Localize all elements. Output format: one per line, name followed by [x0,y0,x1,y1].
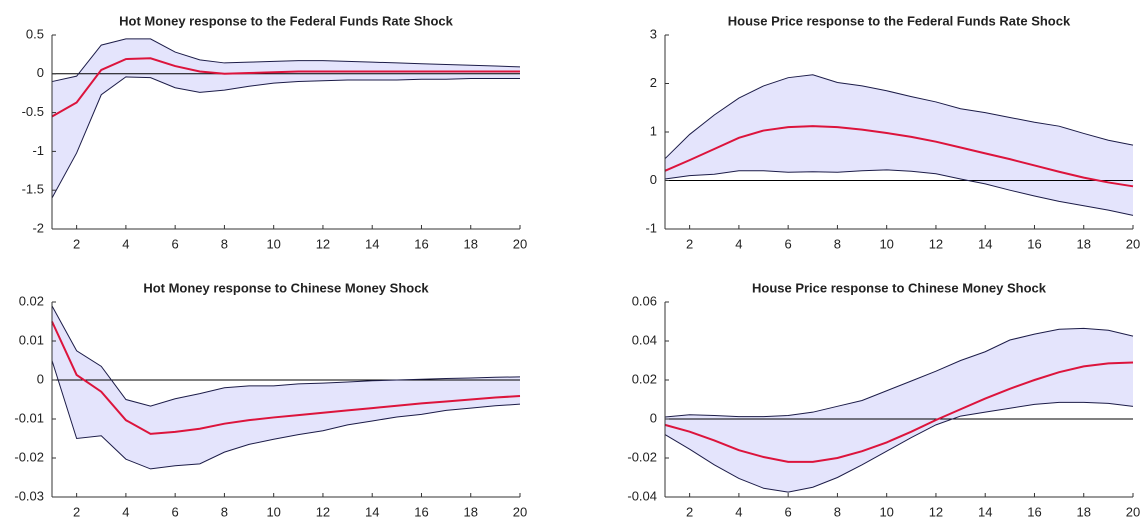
y-tick-label: 1 [650,123,657,138]
x-tick-label: 16 [414,236,428,251]
x-tick-label: 6 [172,504,179,519]
y-tick-label: 0.04 [632,332,657,347]
subplot: -0.03 -0.02 -0.01 0 0.01 0.02 2 4 6 8 10 12 14 16 18 20… [14,280,527,519]
response-line [664,361,1134,463]
x-tick-label: 12 [929,236,943,251]
x-tick-label: 18 [1077,236,1091,251]
x-tick-label: 18 [1077,504,1091,519]
x-tick-label: 8 [834,504,841,519]
y-tick-label: 0 [37,371,44,386]
chart-title: House Price response to the Federal Fund… [728,13,1071,28]
x-tick-label: 10 [266,504,280,519]
subplot: -2 -1.5 -1 -0.5 0 0.5 2 4 6 8 10 12 14 16 18 20 Hot Mone… [22,13,528,251]
x-tick-label: 2 [686,504,693,519]
band-edge [51,76,520,199]
x-tick-label: 16 [414,504,428,519]
x-tick-label: 20 [513,236,527,251]
subplot: -0.04 -0.02 0 0.02 0.04 0.06 2 4 6 8 10 12 14 16 18 20 H… [627,280,1140,519]
response-line [51,321,521,435]
x-tick-label: 14 [365,504,379,519]
y-tick-label: -1.5 [22,182,44,197]
y-tick-label: 0 [37,65,44,80]
chart-title: House Price response to Chinese Money Sh… [752,280,1047,295]
chart-title: Hot Money response to Chinese Money Shoc… [143,280,429,295]
x-tick-label: 14 [978,504,992,519]
band-edge [664,327,1134,418]
x-tick-label: 2 [73,236,80,251]
y-tick-label: -0.5 [22,104,44,119]
band-edge [664,74,1134,160]
x-tick-label: 4 [735,504,742,519]
x-tick-label: 8 [221,236,228,251]
y-tick-label: 0 [650,410,657,425]
y-tick-label: 0.02 [19,293,44,308]
y-tick-label: 0.06 [632,293,657,308]
x-tick-label: 18 [464,504,478,519]
x-tick-label: 20 [513,504,527,519]
y-tick-label: -0.02 [627,449,657,464]
x-tick-label: 2 [686,236,693,251]
y-tick-label: 0.5 [26,26,44,41]
band-edge [664,169,1134,216]
x-tick-label: 12 [316,504,330,519]
x-tick-label: 18 [464,236,478,251]
x-tick-label: 12 [929,504,943,519]
band-edge [51,305,521,407]
x-tick-label: 14 [978,236,992,251]
y-tick-label: -1 [645,220,657,235]
x-tick-label: 8 [834,236,841,251]
y-tick-label: -2 [32,220,44,235]
band-fill [665,328,1133,493]
y-tick-label: 0.01 [19,332,44,347]
chart-title: Hot Money response to the Federal Funds … [119,13,453,28]
x-tick-label: 10 [879,504,893,519]
x-tick-label: 10 [879,236,893,251]
x-tick-label: 6 [785,504,792,519]
x-tick-label: 16 [1027,236,1041,251]
x-tick-label: 4 [735,236,742,251]
band-edge [51,360,521,470]
x-tick-label: 16 [1027,504,1041,519]
y-tick-label: 0.02 [632,371,657,386]
x-tick-label: 8 [221,504,228,519]
x-tick-label: 20 [1126,236,1140,251]
y-tick-label: 0 [650,172,657,187]
y-tick-label: -1 [32,143,44,158]
x-tick-label: 12 [316,236,330,251]
x-tick-label: 2 [73,504,80,519]
response-line [664,125,1134,188]
band-fill [665,74,1133,216]
x-tick-label: 4 [122,504,129,519]
y-tick-label: -0.04 [627,488,657,503]
x-tick-label: 4 [122,236,129,251]
x-tick-label: 14 [365,236,379,251]
response-line [51,57,520,118]
y-tick-label: -0.02 [14,449,44,464]
band-fill [52,305,520,469]
y-tick-label: -0.03 [14,488,44,503]
x-tick-label: 10 [266,236,280,251]
y-tick-label: -0.01 [14,410,44,425]
band-edge [51,38,521,83]
band-edge [664,401,1134,493]
band-fill [52,38,520,198]
y-tick-label: 2 [650,75,657,90]
y-tick-label: 3 [650,26,657,41]
x-tick-label: 6 [785,236,792,251]
x-tick-label: 6 [172,236,179,251]
x-tick-label: 20 [1126,504,1140,519]
